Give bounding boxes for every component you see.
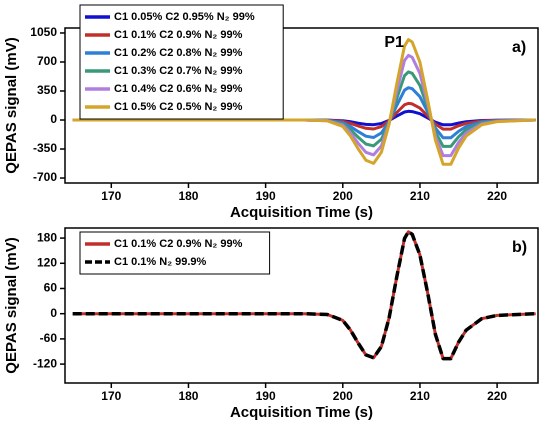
x-tick-label: 190 [256, 189, 276, 203]
series-line [72, 38, 536, 166]
x-tick-label: 180 [178, 189, 198, 203]
legend-box [79, 231, 271, 275]
y-tick-label: -700 [33, 170, 57, 184]
x-tick-label: 210 [410, 389, 430, 403]
series-line [72, 230, 536, 361]
plot-frame [64, 27, 539, 184]
x-tick-label: 200 [333, 389, 353, 403]
legend-text: C1 0.5% C2 0.5% N₂ 99% [114, 101, 243, 113]
x-tick-label: 190 [256, 389, 276, 403]
legend-box [79, 4, 284, 120]
legend-text: C1 0.1% C2 0.9% N₂ 99% [114, 29, 243, 41]
legend-text: C1 0.4% C2 0.6% N₂ 99% [114, 83, 243, 95]
y-tick-label: -60 [40, 331, 58, 345]
y-tick-label: 60 [44, 281, 58, 295]
x-axis-label: Acquisition Time (s) [230, 204, 373, 221]
x-axis-label: Acquisition Time (s) [230, 404, 373, 421]
x-tick-label: 180 [178, 389, 198, 403]
y-tick-label: 180 [37, 230, 57, 244]
y-tick-label: 0 [50, 306, 57, 320]
x-tick-label: 200 [333, 189, 353, 203]
plot-frame [64, 227, 539, 384]
y-tick-label: 350 [37, 83, 57, 97]
y-tick-label: -350 [33, 141, 57, 155]
y-tick-label: 700 [37, 54, 57, 68]
y-tick-label: 0 [50, 112, 57, 126]
legend-text: C1 0.05% C2 0.95% N₂ 99% [114, 11, 255, 23]
legend-text: C1 0.2% C2 0.8% N₂ 99% [114, 47, 243, 59]
legend-text: C1 0.1% N₂ 99.9% [114, 256, 207, 268]
panel-label: b) [512, 239, 527, 256]
y-tick-label: 1050 [30, 25, 57, 39]
legend-text: C1 0.1% C2 0.9% N₂ 99% [114, 238, 243, 250]
x-tick-label: 220 [487, 189, 507, 203]
y-axis-label: QEPAS signal (mV) [3, 237, 20, 373]
y-tick-label: 120 [37, 255, 57, 269]
x-tick-label: 170 [101, 189, 121, 203]
x-tick-label: 220 [487, 389, 507, 403]
x-tick-label: 210 [410, 189, 430, 203]
legend-text: C1 0.3% C2 0.7% N₂ 99% [114, 65, 243, 77]
y-axis-label: QEPAS signal (mV) [3, 37, 20, 173]
y-tick-label: -120 [33, 356, 57, 370]
annotation: P1 [384, 34, 404, 51]
x-tick-label: 170 [101, 389, 121, 403]
panel-label: a) [512, 39, 526, 56]
